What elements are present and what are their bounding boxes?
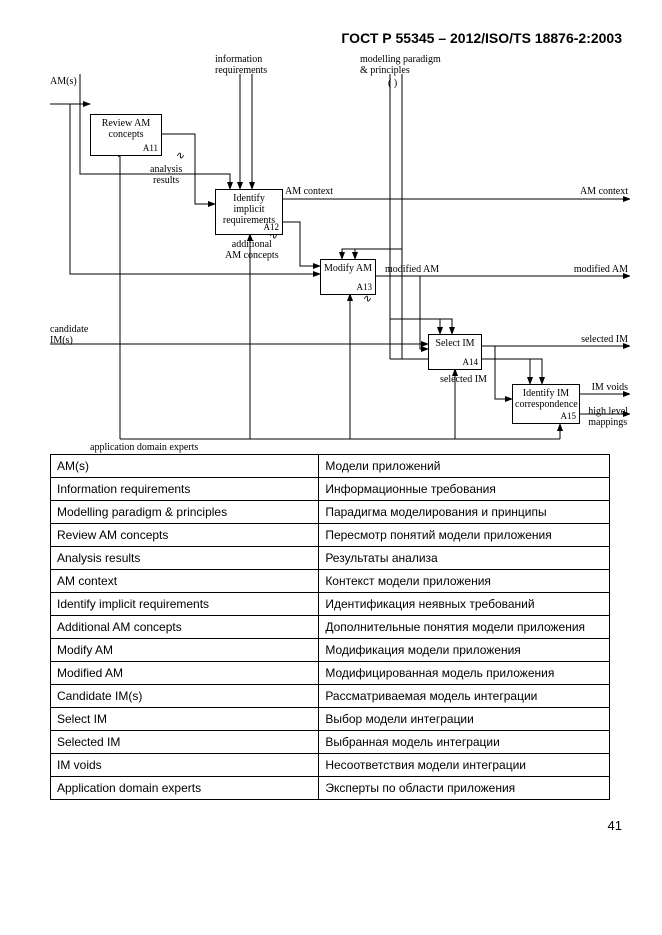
term-ru: Выбор модели интеграции [319,708,610,731]
term-en: Identify implicit requirements [51,593,319,616]
box-a12-id: A12 [264,223,280,233]
box-a15: Identify IM correspondence A15 [512,384,580,424]
table-row: Modelling paradigm & principlesПарадигма… [51,501,610,524]
out-voids: IM voids [592,382,628,393]
term-ru: Рассматриваемая модель интеграции [319,685,610,708]
table-row: Modified AMМодифицированная модель прило… [51,662,610,685]
term-en: Modify AM [51,639,319,662]
table-row: AM(s)Модели приложений [51,455,610,478]
box-a13-id: A13 [357,283,373,293]
out-selected: selected IM [581,334,628,345]
term-ru: Идентификация неявных требований [319,593,610,616]
term-en: Review AM concepts [51,524,319,547]
lbl-paradigm-sub: ( ) [388,78,397,89]
term-en: Modified AM [51,662,319,685]
term-ru: Выбранная модель интеграции [319,731,610,754]
term-en: AM context [51,570,319,593]
tunnel-mark: ∿ [175,149,184,162]
term-ru: Парадигма моделирования и принципы [319,501,610,524]
box-a12: Identify implicit requirements A12 [215,189,283,235]
out-modified: modified AM [574,264,628,275]
box-a11: Review AM concepts A11 [90,114,162,156]
lbl-selected-mid: selected IM [440,374,487,385]
term-ru: Модифицированная модель приложения [319,662,610,685]
box-a11-label: Review AM concepts [102,118,151,140]
term-ru: Пересмотр понятий модели приложения [319,524,610,547]
table-row: Analysis resultsРезультаты анализа [51,547,610,570]
table-row: Modify AMМодификация модели приложения [51,639,610,662]
term-en: Select IM [51,708,319,731]
term-ru: Информационные требования [319,478,610,501]
term-ru: Эксперты по области приложения [319,777,610,800]
term-en: Application domain experts [51,777,319,800]
table-row: AM contextКонтекст модели приложения [51,570,610,593]
term-ru: Модификация модели приложения [319,639,610,662]
lbl-am-s: AM(s) [50,76,77,87]
term-en: Selected IM [51,731,319,754]
box-a15-label: Identify IM correspondence [515,388,578,410]
term-ru: Дополнительные понятия модели приложения [319,616,610,639]
out-highlevel: high level mappings [588,406,628,428]
box-a14: Select IM A14 [428,334,482,370]
table-row: Additional AM conceptsДополнительные пон… [51,616,610,639]
box-a13-label: Modify AM [324,263,372,274]
terms-table: AM(s)Модели приложенийInformation requir… [50,454,610,800]
table-row: Application domain expertsЭксперты по об… [51,777,610,800]
box-a15-id: A15 [561,412,577,422]
term-en: Modelling paradigm & principles [51,501,319,524]
lbl-candidate: candidate IM(s) [50,324,88,346]
out-amcontext: AM context [580,186,628,197]
term-ru: Контекст модели приложения [319,570,610,593]
box-a13: Modify AM A13 [320,259,376,295]
lbl-paradigm: modelling paradigm & principles [360,54,441,76]
term-ru: Модели приложений [319,455,610,478]
lbl-amcontext: AM context [285,186,333,197]
lbl-modified: modified AM [385,264,439,275]
table-row: Review AM conceptsПересмотр понятий моде… [51,524,610,547]
term-en: Additional AM concepts [51,616,319,639]
term-en: IM voids [51,754,319,777]
box-a12-label: Identify implicit requirements [223,193,275,226]
table-row: Selected IMВыбранная модель интеграции [51,731,610,754]
box-a11-id: A11 [143,144,158,154]
box-a14-id: A14 [463,358,479,368]
lbl-info-req: information requirements [215,54,267,76]
idef0-diagram: AM(s) information requirements modelling… [50,54,630,444]
box-a14-label: Select IM [435,338,474,349]
term-en: Information requirements [51,478,319,501]
page-header: ГОСТ Р 55345 – 2012/ISO/TS 18876-2:2003 [50,30,622,46]
term-en: Analysis results [51,547,319,570]
table-row: Identify implicit requirementsИдентифика… [51,593,610,616]
term-ru: Несоответствия модели интеграции [319,754,610,777]
table-row: Candidate IM(s)Рассматриваемая модель ин… [51,685,610,708]
table-row: Select IMВыбор модели интеграции [51,708,610,731]
term-ru: Результаты анализа [319,547,610,570]
lbl-additional: additional AM concepts [225,239,279,261]
term-en: Candidate IM(s) [51,685,319,708]
table-row: IM voidsНесоответствия модели интеграции [51,754,610,777]
term-en: AM(s) [51,455,319,478]
table-row: Information requirementsИнформационные т… [51,478,610,501]
page-number: 41 [50,818,622,833]
lbl-analysis: analysis results [150,164,182,186]
lbl-app-experts: application domain experts [90,442,198,453]
